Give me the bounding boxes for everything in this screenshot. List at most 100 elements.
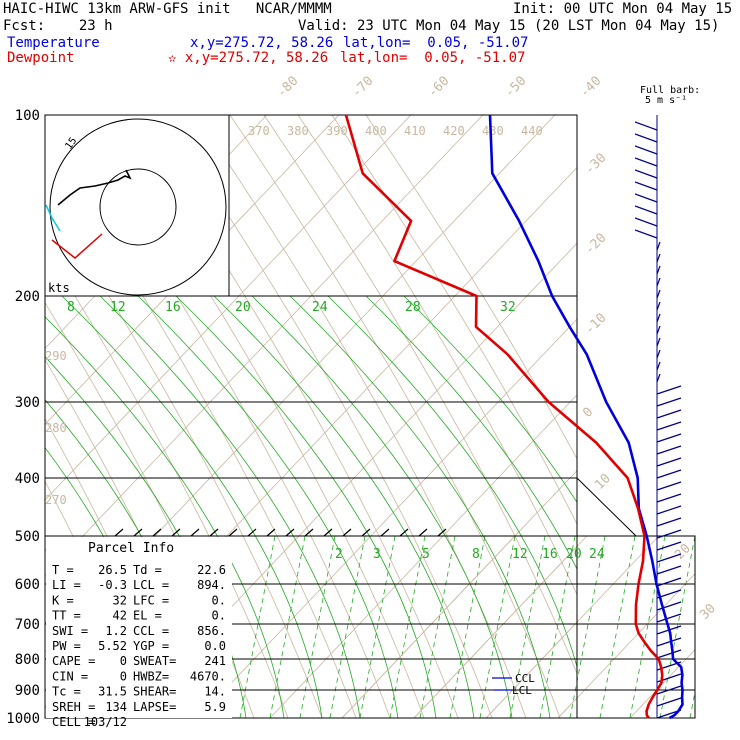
dewpoint-legend: Dewpoint <box>7 50 75 66</box>
tick-mark <box>114 528 124 537</box>
pressure-tick-label: 900 <box>15 683 40 699</box>
wind-barb <box>634 181 658 191</box>
isotherm-line <box>341 536 516 718</box>
tick-mark <box>304 528 314 537</box>
parcel-value: 5.52 <box>98 639 127 653</box>
parcel-key: HWBZ= <box>133 669 169 683</box>
mixing-ratio-label: 12 <box>110 300 126 315</box>
mixing-ratio-label: 5 <box>422 547 430 562</box>
parcel-key: K = <box>52 593 74 607</box>
wind-barb <box>656 697 682 707</box>
wind-barb <box>656 349 661 359</box>
wind-barb <box>656 277 661 287</box>
moist-adiabat <box>61 295 323 718</box>
tick-mark <box>399 528 409 537</box>
moist-adiabat <box>327 295 577 669</box>
mixing-ratio-label: 24 <box>312 300 328 315</box>
temperature-xy: x,y=275.72, 58.26 <box>190 35 334 51</box>
parcel-value: 134 <box>105 700 127 714</box>
ccl-label: CCL <box>515 672 535 685</box>
wind-barb <box>656 265 661 275</box>
dry-adiabat <box>229 115 561 718</box>
wind-barb <box>656 457 682 467</box>
wind-barb <box>656 577 682 587</box>
mixing-ratio-line <box>239 536 276 718</box>
mixing-ratio-line <box>329 536 366 718</box>
tick-mark <box>361 528 371 537</box>
parcel-key: T = <box>52 563 74 577</box>
parcel-key: CCL = <box>133 624 169 638</box>
dewpoint-profile <box>344 114 664 719</box>
tick-mark <box>342 528 352 537</box>
tick-mark <box>152 528 162 537</box>
parcel-key: CELL = <box>52 715 95 729</box>
parcel-info-panel <box>46 537 232 718</box>
isotherm-line <box>630 115 740 718</box>
parcel-key: Tc = <box>52 685 81 699</box>
wind-barb <box>656 685 682 695</box>
dewpoint-latlon: lat,lon= 0.05, -51.07 <box>340 50 526 66</box>
mixing-ratio-label: 8 <box>67 300 75 315</box>
isotherm-line <box>557 573 695 718</box>
parcel-key: CIN = <box>52 669 88 683</box>
mixing-ratio-label: 16 <box>165 300 181 315</box>
parcel-key: CAPE = <box>52 654 95 668</box>
wind-barb <box>656 337 661 347</box>
theta-label: 380 <box>287 124 309 138</box>
barb-legend-line2: 5 m s⁻¹ <box>645 95 688 106</box>
mixing-ratio-label: 3 <box>373 547 381 562</box>
wind-barb <box>656 541 682 551</box>
pressure-tick-label: 600 <box>15 577 40 593</box>
mixing-ratio-label: 2 <box>335 547 343 562</box>
mixing-ratio-line <box>599 536 636 718</box>
theta-label: 410 <box>404 124 426 138</box>
wind-barb <box>656 493 682 503</box>
moist-adiabat <box>137 295 399 718</box>
moist-adiabat <box>213 295 475 718</box>
hodograph-units: kts <box>48 281 70 295</box>
wind-barb <box>656 253 661 263</box>
parcel-key: SWEAT= <box>133 654 176 668</box>
pressure-tick-label: 700 <box>15 617 40 633</box>
wind-barb <box>656 505 682 515</box>
theta-label: 420 <box>443 124 465 138</box>
parcel-key: SREH = <box>52 700 95 714</box>
barb-legend-line1: Full barb: <box>640 85 701 96</box>
isotherm-line <box>45 115 484 577</box>
mixing-ratio-line <box>629 536 666 718</box>
dry-adiabat <box>297 115 577 596</box>
pressure-tick-label: 400 <box>15 471 40 487</box>
pressure-tick-label: 200 <box>15 289 40 305</box>
isotherm-line <box>702 115 740 718</box>
isotherm-label: -70 <box>349 74 376 101</box>
wind-barb <box>656 409 682 419</box>
pressure-tick-label: 1000 <box>6 711 40 727</box>
tick-mark <box>323 528 333 537</box>
parcel-key: Td = <box>133 563 162 577</box>
moist-adiabat <box>251 295 513 718</box>
wind-barb <box>634 229 658 239</box>
temperature-profile <box>488 114 684 720</box>
isotherm-label: -20 <box>582 231 609 258</box>
moist-adiabat <box>45 316 285 718</box>
wind-barb <box>656 433 682 443</box>
temperature-legend: Temperature <box>7 35 100 51</box>
dry-adiabat <box>195 115 527 718</box>
mixing-ratio-line <box>539 536 576 718</box>
theta-label: 430 <box>482 124 504 138</box>
parcel-value: 32 <box>113 593 127 607</box>
tick-mark <box>228 528 238 537</box>
mixing-ratio-label: 28 <box>405 300 421 315</box>
wind-barb <box>656 637 682 647</box>
pressure-tick-label: 300 <box>15 395 40 411</box>
theta-label: 370 <box>248 124 270 138</box>
tick-mark <box>418 528 428 537</box>
valid-time: Valid: 23 UTC Mon 04 May 15 (20 LST Mon … <box>298 18 720 34</box>
hodograph-ring-inner <box>99 168 177 246</box>
wind-barb <box>656 601 682 611</box>
mixing-ratio-line <box>389 536 426 718</box>
parcel-value: 856. <box>197 624 226 638</box>
pressure-tick-label: 500 <box>15 529 40 545</box>
parcel-value: 103/12 <box>84 715 127 729</box>
